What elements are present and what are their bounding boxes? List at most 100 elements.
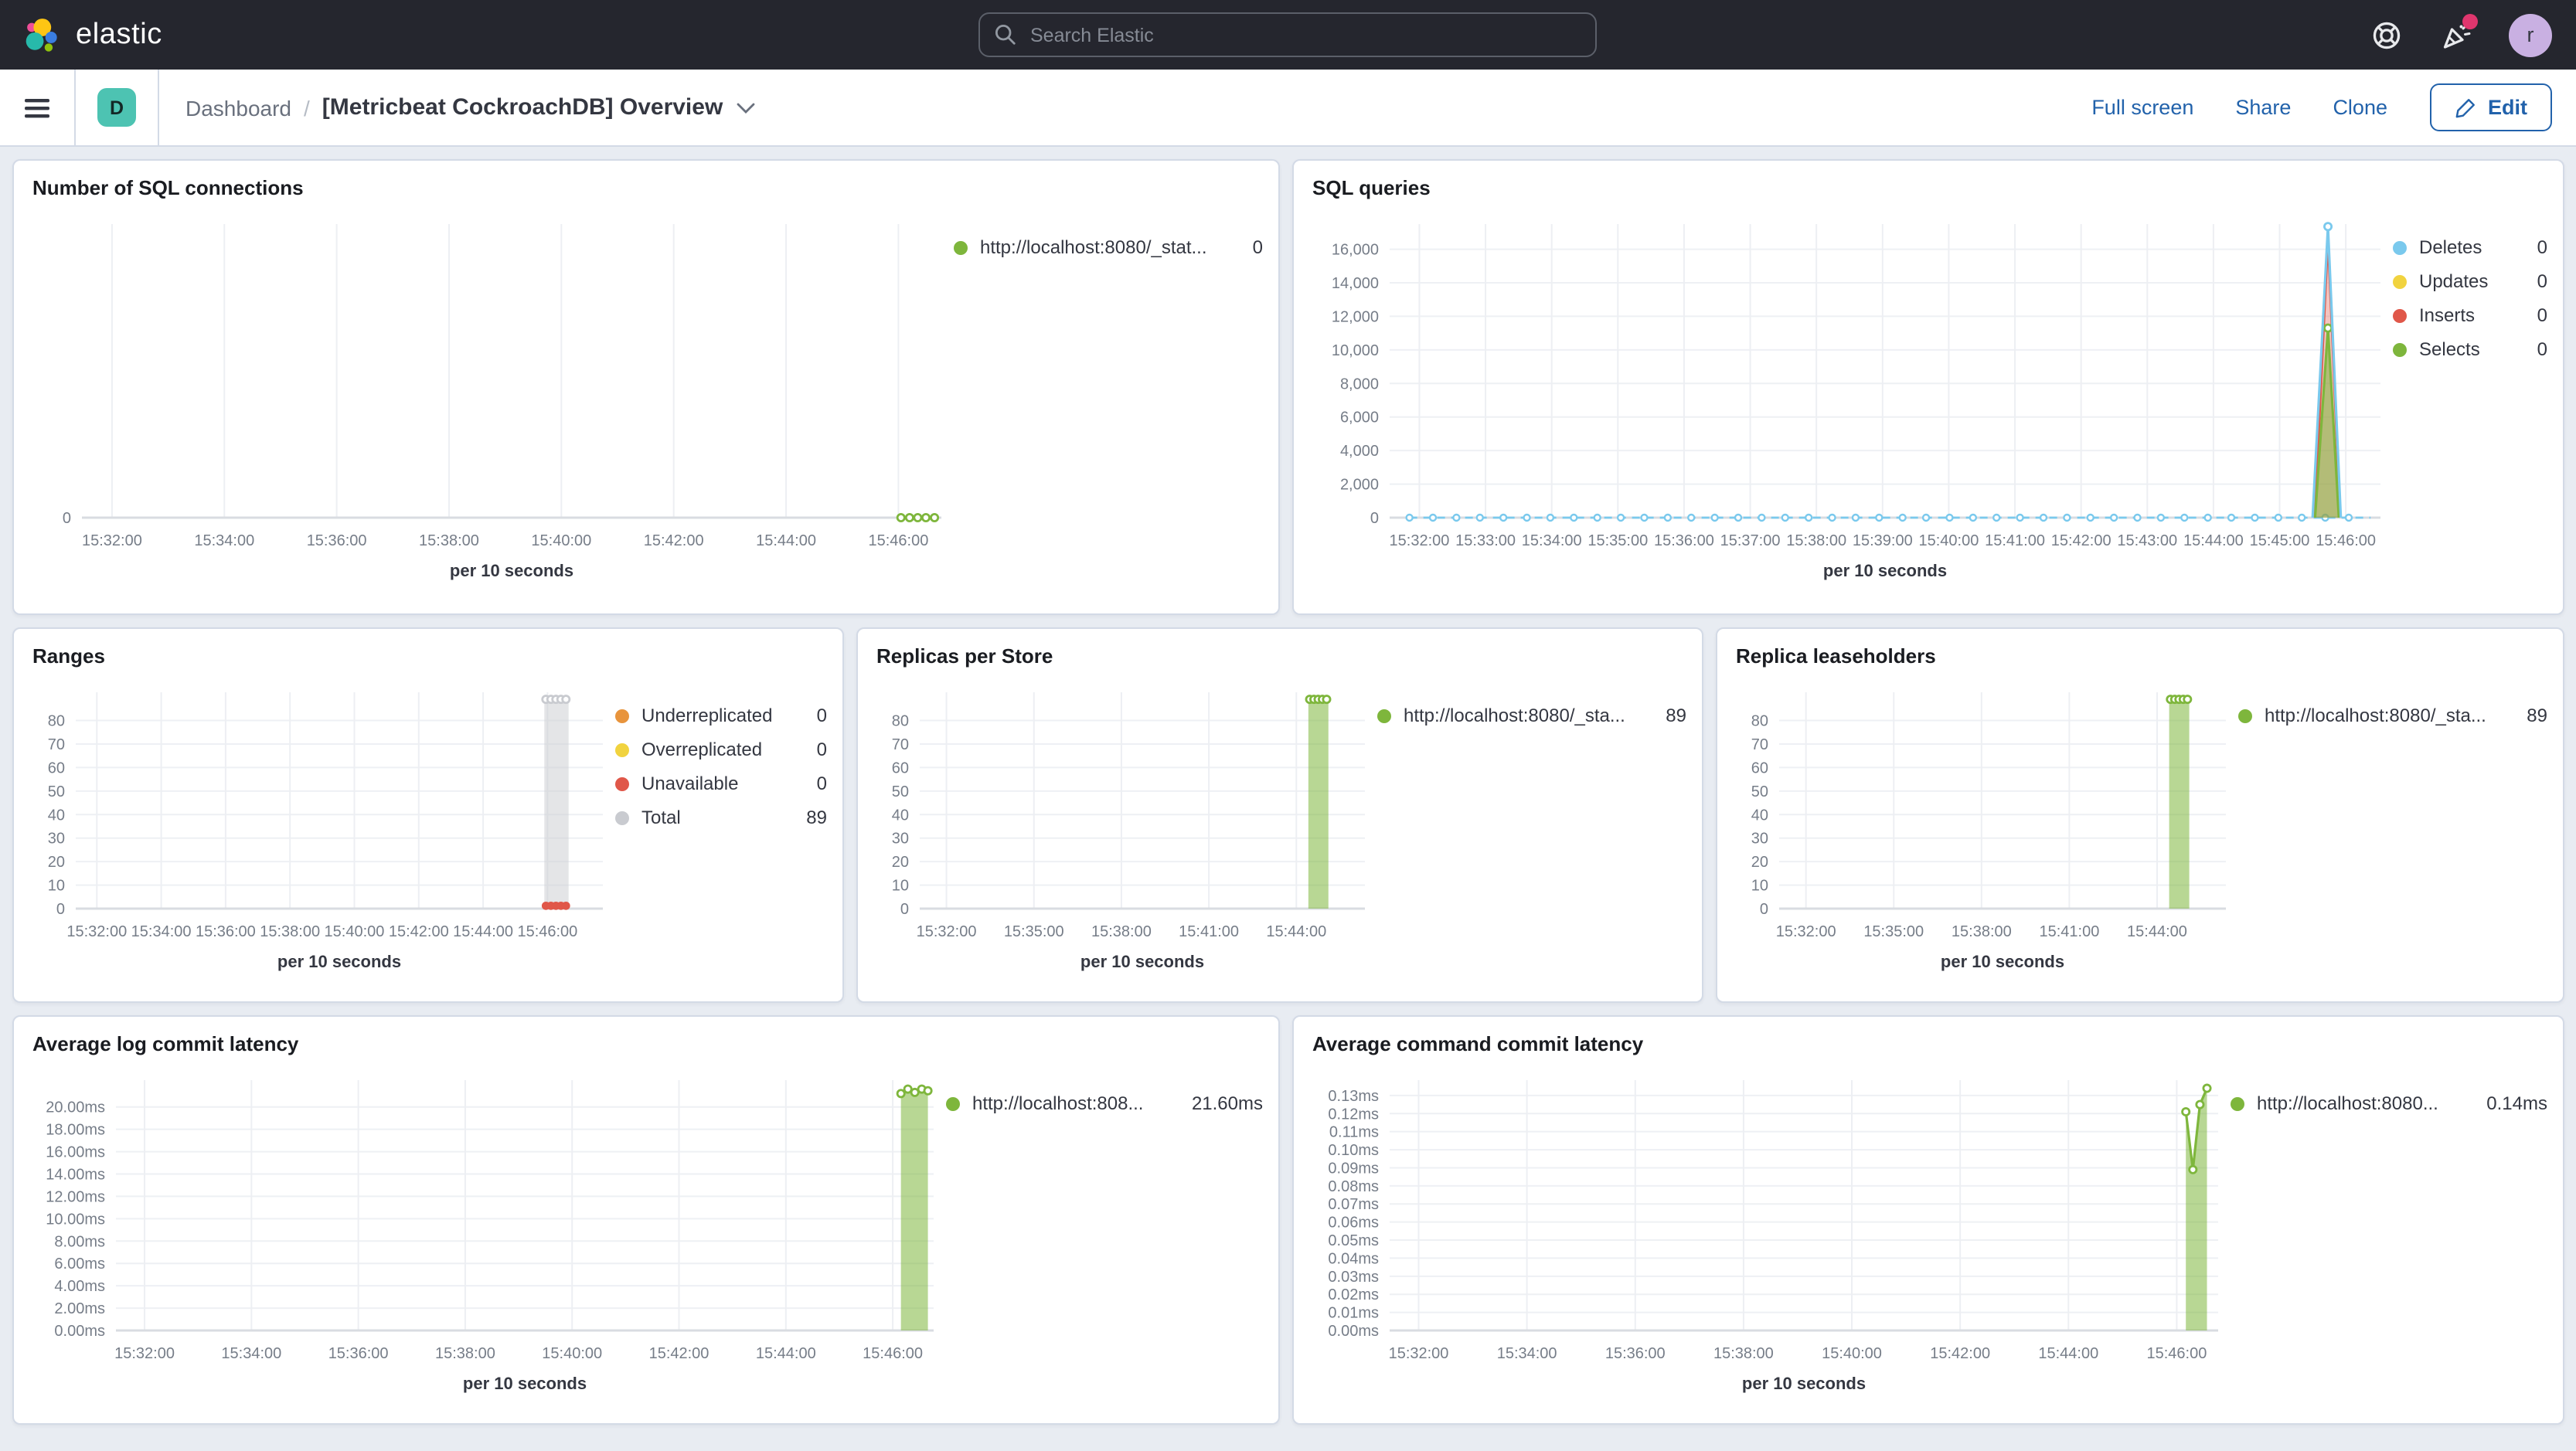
legend-item[interactable]: Overreplicated 0 <box>615 739 827 760</box>
svg-text:15:38:00: 15:38:00 <box>419 532 479 549</box>
legend-label: Overreplicated <box>641 739 763 760</box>
svg-text:per 10 seconds: per 10 seconds <box>1080 952 1204 971</box>
page-title: [Metricbeat CockroachDB] Overview <box>322 94 723 121</box>
legend-label: http://localhost:8080/_sta... <box>1404 705 1625 726</box>
legend-item[interactable]: Total 89 <box>615 807 827 828</box>
svg-text:15:46:00: 15:46:00 <box>863 1345 923 1362</box>
chart-sql-queries[interactable]: 0 2,000 4,000 6,000 8,000 10,000 12,000 14,000 1… <box>1309 206 2393 592</box>
chart-legend: Deletes 0 Updates 0 Inserts 0 Selects 0 <box>2393 206 2547 360</box>
brand-area[interactable]: elastic <box>0 15 485 55</box>
breadcrumb-dashboard-link[interactable]: Dashboard <box>185 95 291 120</box>
svg-text:0.11ms: 0.11ms <box>1329 1124 1379 1141</box>
news-icon[interactable] <box>2439 13 2478 52</box>
legend-item[interactable]: Selects 0 <box>2393 338 2547 360</box>
svg-text:50: 50 <box>1751 783 1768 800</box>
avatar[interactable]: r <box>2509 13 2552 56</box>
legend-label: http://localhost:8080/_stat... <box>980 236 1207 258</box>
space-badge[interactable]: D <box>97 88 136 127</box>
svg-text:15:44:00: 15:44:00 <box>2038 1345 2098 1362</box>
svg-text:80: 80 <box>892 713 909 730</box>
panel-ranges: Ranges 0 10 20 30 40 50 60 70 80 15:32:00 15:34:00… <box>12 627 844 1003</box>
search-input[interactable] <box>1027 22 1581 47</box>
svg-text:15:34:00: 15:34:00 <box>131 923 192 940</box>
legend-dot <box>1377 709 1391 722</box>
legend-item[interactable]: http://localhost:8080/_sta... 89 <box>1377 705 1686 726</box>
svg-text:15:33:00: 15:33:00 <box>1455 532 1516 549</box>
svg-text:20: 20 <box>48 854 65 871</box>
header-right: r <box>2088 13 2576 56</box>
edit-button[interactable]: Edit <box>2429 83 2552 131</box>
svg-text:per 10 seconds: per 10 seconds <box>1742 1374 1866 1393</box>
clone-button[interactable]: Clone <box>2333 96 2387 119</box>
svg-text:15:35:00: 15:35:00 <box>1587 532 1648 549</box>
svg-text:40: 40 <box>48 807 65 824</box>
legend-value: 0 <box>816 739 827 760</box>
svg-text:40: 40 <box>1751 807 1768 824</box>
svg-text:15:41:00: 15:41:00 <box>1179 923 1239 940</box>
chevron-down-icon[interactable] <box>735 101 755 114</box>
panel-title: SQL queries <box>1312 176 1431 199</box>
legend-value: 0 <box>2537 338 2547 360</box>
legend-item[interactable]: http://localhost:8080/_stat... 0 <box>954 236 1263 258</box>
legend-item[interactable]: http://localhost:8080... 0.14ms <box>2231 1092 2547 1114</box>
legend-label: Selects <box>2419 338 2480 360</box>
pencil-icon <box>2454 96 2477 119</box>
legend-label: http://localhost:808... <box>972 1092 1144 1114</box>
svg-text:15:32:00: 15:32:00 <box>1776 923 1836 940</box>
legend-item[interactable]: Deletes 0 <box>2393 236 2547 258</box>
full-screen-button[interactable]: Full screen <box>2091 96 2194 119</box>
svg-text:20.00ms: 20.00ms <box>46 1099 105 1116</box>
legend-item[interactable]: Inserts 0 <box>2393 304 2547 326</box>
legend-item[interactable]: Unavailable 0 <box>615 773 827 794</box>
svg-text:12,000: 12,000 <box>1332 308 1379 325</box>
panel-title: Replicas per Store <box>876 644 1053 668</box>
legend-dot <box>615 709 629 722</box>
chart-replica-leaseholders[interactable]: 0 10 20 30 40 50 60 70 80 15:32:00 15:35:00 15:38:0… <box>1733 674 2238 983</box>
legend-dot <box>2238 709 2252 722</box>
svg-text:10: 10 <box>48 878 65 895</box>
share-button[interactable]: Share <box>2235 96 2292 119</box>
svg-text:15:44:00: 15:44:00 <box>756 532 816 549</box>
dashboard-grid: Number of SQL connections 0 15:32:00 15:34… <box>0 147 2576 1437</box>
chart-replicas-per-store[interactable]: 0 10 20 30 40 50 60 70 80 15:32:00 15:35:00 15:38:0… <box>873 674 1377 983</box>
svg-text:6,000: 6,000 <box>1340 409 1379 426</box>
svg-text:60: 60 <box>1751 759 1768 776</box>
svg-text:0: 0 <box>56 901 65 918</box>
menu-button[interactable] <box>0 70 76 145</box>
elastic-logo-icon <box>22 15 62 55</box>
legend-label: Updates <box>2419 270 2489 292</box>
svg-text:2.00ms: 2.00ms <box>54 1300 105 1317</box>
legend-dot <box>615 742 629 756</box>
chart-legend: http://localhost:8080/_stat... 0 <box>954 206 1263 258</box>
toolbar-spacer <box>755 70 2091 145</box>
legend-dot <box>2231 1096 2244 1110</box>
breadcrumb: Dashboard / [Metricbeat CockroachDB] Ove… <box>159 70 755 145</box>
svg-text:15:42:00: 15:42:00 <box>644 532 704 549</box>
svg-text:15:37:00: 15:37:00 <box>1720 532 1781 549</box>
svg-text:0.03ms: 0.03ms <box>1328 1269 1379 1286</box>
legend-value: 0 <box>2537 304 2547 326</box>
svg-text:15:36:00: 15:36:00 <box>1605 1345 1666 1362</box>
legend-item[interactable]: http://localhost:808... 21.60ms <box>946 1092 1263 1114</box>
chart-ranges[interactable]: 0 10 20 30 40 50 60 70 80 15:32:00 15:34:00 15:36:0… <box>29 674 615 983</box>
chart-number-of-sql-connections[interactable]: 0 15:32:00 15:34:00 15:36:00 15:38:00 15:40:0… <box>29 206 954 592</box>
svg-text:60: 60 <box>892 759 909 776</box>
svg-text:10: 10 <box>1751 878 1768 895</box>
legend-dot <box>615 810 629 824</box>
svg-text:15:32:00: 15:32:00 <box>82 532 142 549</box>
svg-text:15:45:00: 15:45:00 <box>2250 532 2310 549</box>
svg-text:0.10ms: 0.10ms <box>1328 1142 1379 1159</box>
legend-item[interactable]: Updates 0 <box>2393 270 2547 292</box>
svg-text:15:36:00: 15:36:00 <box>307 532 367 549</box>
global-search[interactable] <box>978 12 1596 57</box>
legend-item[interactable]: http://localhost:8080/_sta... 89 <box>2238 705 2547 726</box>
svg-text:40: 40 <box>892 807 909 824</box>
chart-average-log-commit-latency[interactable]: 0.00ms 2.00ms 4.00ms 6.00ms 8.00ms 10.00ms 12.… <box>29 1062 946 1405</box>
panel-title: Replica leaseholders <box>1736 644 1936 668</box>
help-icon[interactable] <box>2370 18 2404 52</box>
svg-text:16.00ms: 16.00ms <box>46 1144 105 1161</box>
svg-text:4.00ms: 4.00ms <box>54 1278 105 1295</box>
legend-item[interactable]: Underreplicated 0 <box>615 705 827 726</box>
svg-text:15:36:00: 15:36:00 <box>196 923 256 940</box>
